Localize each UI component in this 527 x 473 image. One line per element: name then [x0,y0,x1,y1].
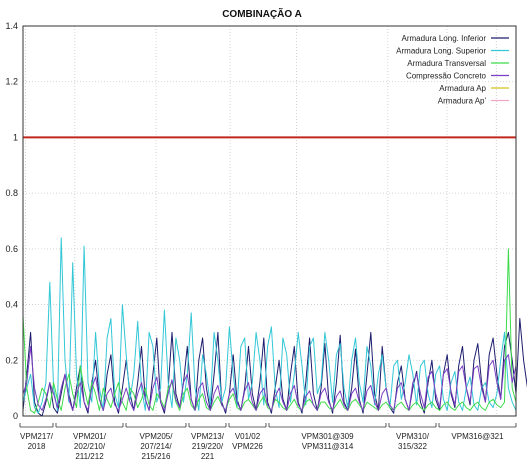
group-label: VPM316@321 [451,432,504,441]
legend-label: Armadura Long. Superior [396,47,486,56]
y-tick-label: 0.8 [5,188,18,198]
group-label: VPM213/ [191,432,225,441]
group-label: VPM311@314 [302,442,354,451]
y-tick-label: 1.2 [5,77,18,87]
group-label: VPM217/ [20,432,54,441]
group-label: VPM301@309 [301,432,354,441]
y-tick-label: 0 [13,411,18,421]
group-label: VPM310/ [396,432,430,441]
legend-label: Armadura Transversal [407,59,486,68]
plot-frame [22,25,517,417]
group-label: 315/322 [398,442,427,451]
group-label: VPM205/ [140,432,174,441]
series-line [22,318,527,417]
series-line [22,345,517,411]
group-label: 215/216 [142,452,171,461]
group-label: 219/220/ [192,442,224,451]
legend-label: Armadura Long. Inferior [402,34,487,43]
series-line [22,237,517,414]
legend-label: Armadura Ap [439,84,486,93]
group-label: VPM226 [232,442,263,451]
legend: Armadura Long. Inferior Armadura Long. Su… [396,34,509,106]
y-axis-ticks: 0 0.2 0.4 0.6 0.8 1 1.2 1.4 [5,21,18,421]
group-label: 221 [201,452,215,461]
group-label: 211/212 [75,452,104,461]
y-tick-label: 0.2 [5,355,18,365]
group-label: 207/214/ [140,442,172,451]
group-label: VPM201/ [73,432,107,441]
y-tick-label: 0.4 [5,300,18,310]
series-layer [22,237,527,417]
y-tick-label: 1 [13,132,18,142]
legend-label: Armadura Ap' [438,97,487,106]
group-label: V01/02 [235,432,261,441]
y-tick-label: 1.4 [5,21,18,31]
group-label: 202/210/ [74,442,106,451]
chart-title: COMBINAÇÃO A [222,7,302,20]
series-line [22,248,517,414]
y-tick-label: 0.6 [5,244,18,254]
x-axis-groups: VPM217/2018 VPM201/202/210/211/212 VPM205/… [19,423,517,461]
group-label: 2018 [28,442,46,451]
legend-label: Compressão Concreto [406,72,487,81]
